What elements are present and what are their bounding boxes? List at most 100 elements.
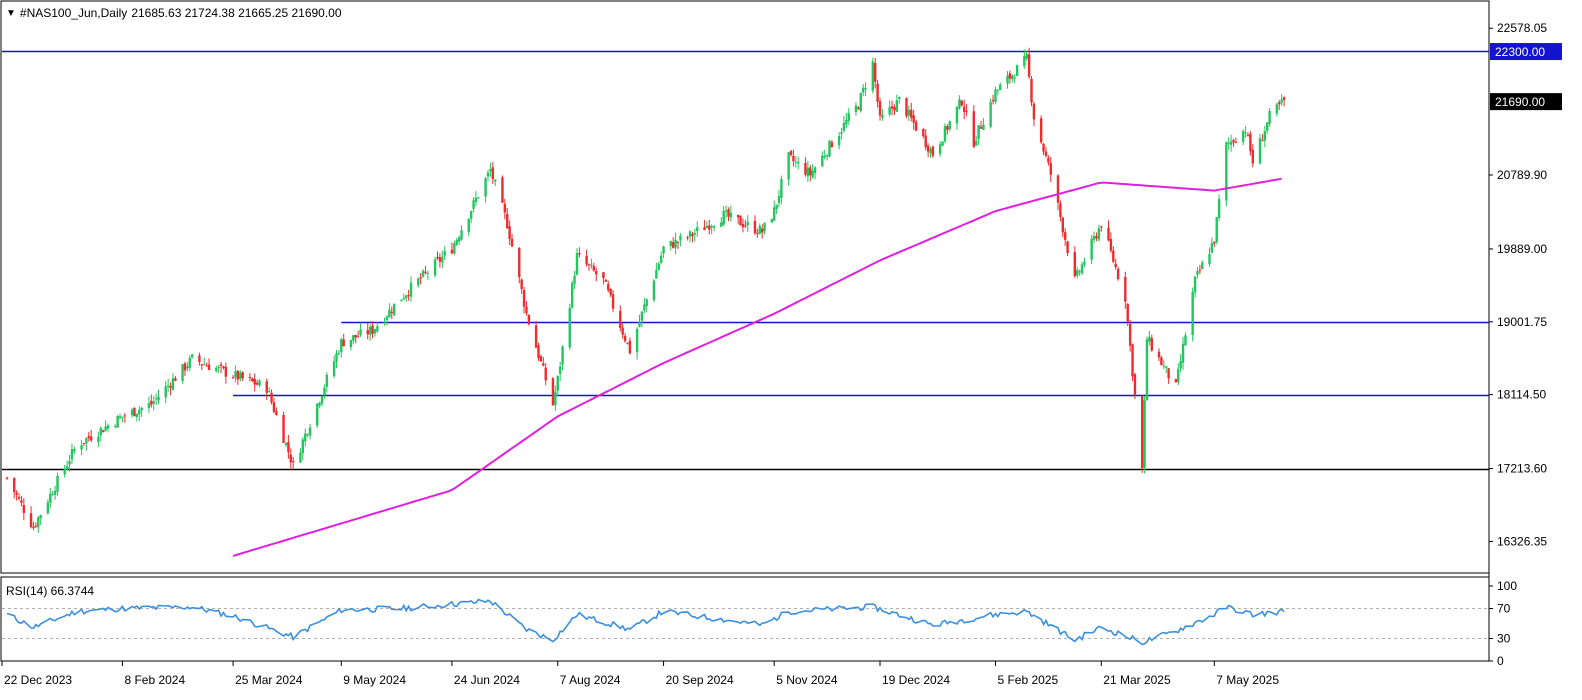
candle-body — [289, 454, 292, 463]
candle-body — [556, 376, 559, 391]
candle-body — [1116, 268, 1120, 280]
candle-body — [1227, 142, 1230, 144]
candle-body — [1083, 261, 1086, 265]
candle-body — [239, 372, 242, 380]
candle-body — [306, 434, 309, 436]
candle-body — [1011, 75, 1014, 80]
candle-body — [643, 304, 646, 311]
candle-body — [712, 226, 716, 228]
time-tick-label: 22 Dec 2023 — [4, 673, 72, 687]
candle-body — [991, 99, 995, 102]
candle-body — [1013, 77, 1016, 79]
candle-body — [51, 494, 54, 496]
candle-body — [104, 426, 107, 431]
candle-body — [842, 122, 846, 131]
time-tick-label: 9 May 2024 — [343, 673, 406, 687]
candle-body — [433, 259, 437, 276]
time-tick-label: 24 Jun 2024 — [454, 673, 520, 687]
price-axis: 22578.05 20789.90 19889.00 19001.75 18114.50… — [1489, 21, 1562, 548]
candle-body — [710, 226, 713, 228]
candle-body — [736, 214, 740, 218]
candle-body — [255, 382, 259, 385]
candle-body — [22, 505, 26, 513]
candle-body — [674, 239, 677, 248]
candle-body — [1201, 262, 1204, 270]
candle-body — [154, 398, 158, 400]
time-axis: 22 Dec 2023 8 Feb 2024 25 Mar 2024 9 May 20… — [1, 661, 1279, 687]
candle-body — [1112, 250, 1115, 262]
candle-body — [275, 411, 278, 415]
candle-body — [337, 353, 341, 355]
candle-body — [340, 339, 343, 353]
candle-body — [825, 155, 829, 157]
candle-body — [1049, 162, 1052, 175]
candle-body — [912, 115, 915, 123]
candle-body — [1078, 271, 1081, 273]
candle-body — [1059, 203, 1062, 217]
candle-body — [1280, 99, 1283, 103]
candle-body — [443, 251, 446, 256]
candle-body — [1165, 366, 1168, 368]
candle-body — [1025, 54, 1028, 59]
candle-body — [484, 178, 487, 197]
candle-body — [417, 278, 420, 286]
candle-body — [34, 525, 38, 527]
candle-body — [421, 270, 425, 277]
candle-body — [65, 465, 69, 470]
candle-body — [1023, 56, 1026, 67]
candle-body — [994, 89, 997, 103]
candle-body — [741, 223, 745, 228]
candle-body — [436, 256, 439, 259]
time-tick-label: 21 Mar 2025 — [1103, 673, 1171, 687]
candle-body — [811, 170, 814, 178]
price-tick-label: 17213.60 — [1497, 462, 1547, 476]
candle-body — [284, 442, 288, 445]
candle-body — [1278, 102, 1281, 105]
chart-menu-arrow-icon[interactable]: ▼ — [6, 7, 16, 19]
candle-body — [15, 492, 18, 495]
candle-body — [558, 366, 562, 374]
candle-body — [301, 439, 305, 454]
candle-body — [876, 83, 879, 102]
price-tag-label: 22300.00 — [1495, 45, 1545, 59]
candle-body — [1090, 238, 1093, 260]
candle-body — [1097, 228, 1101, 240]
candle-body — [772, 207, 776, 221]
candle-body — [554, 391, 557, 406]
candle-body — [1140, 396, 1144, 469]
candle-body — [123, 415, 127, 417]
candle-body — [68, 461, 71, 465]
candle-body — [1213, 241, 1216, 244]
candle-body — [775, 204, 778, 209]
candle-body — [37, 517, 40, 528]
candle-body — [299, 452, 302, 463]
candle-body — [474, 197, 478, 203]
candle-body — [878, 101, 882, 116]
candle-body — [1047, 157, 1050, 163]
candle-body — [1039, 118, 1043, 143]
candle-body — [472, 200, 475, 209]
candle-body — [739, 216, 742, 226]
candle-body — [662, 246, 665, 254]
candle-body — [1167, 368, 1170, 379]
candle-body — [219, 364, 223, 367]
candle-body — [1208, 253, 1211, 265]
price-tag-label: 21690.00 — [1495, 95, 1545, 109]
candle-body — [527, 314, 531, 325]
candle-body — [70, 449, 74, 460]
candle-body — [1246, 134, 1250, 136]
candle-body — [948, 121, 951, 130]
candle-body — [390, 311, 393, 313]
candle-body — [1174, 378, 1178, 383]
candle-body — [628, 340, 632, 354]
candle-body — [744, 225, 747, 227]
candle-body — [318, 402, 321, 406]
candle-body — [198, 355, 201, 362]
candle-body — [419, 277, 422, 279]
price-tick-label: 16326.35 — [1497, 534, 1547, 548]
candle-body — [1126, 303, 1129, 322]
candle-body — [828, 140, 831, 157]
candle-body — [525, 306, 528, 314]
